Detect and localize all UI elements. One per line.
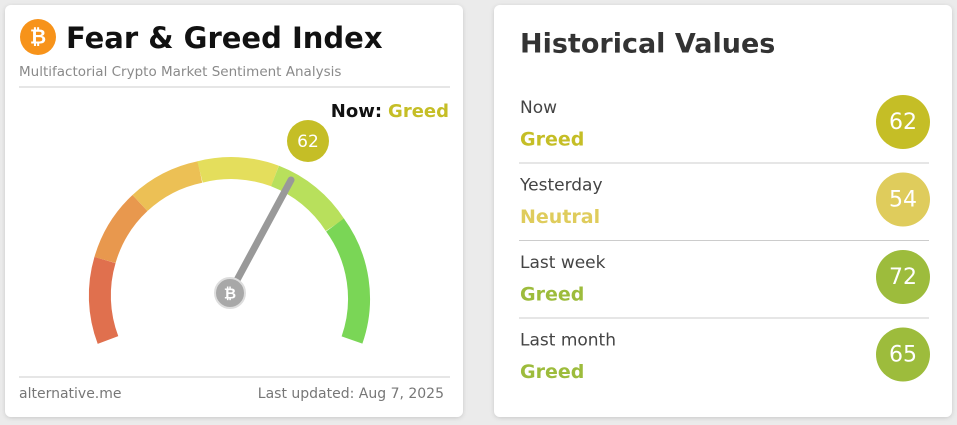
value: 72 <box>889 265 917 290</box>
history-title: Historical Values <box>520 29 775 60</box>
subtitle: Multifactorial Crypto Market Sentiment A… <box>19 64 341 80</box>
classification: Greed <box>520 129 584 151</box>
value-badge <box>287 120 329 162</box>
title: Fear & Greed Index <box>66 21 383 55</box>
value-text: 62 <box>297 132 319 152</box>
gauge-arc <box>88 157 370 344</box>
value: 62 <box>889 110 917 135</box>
history-card <box>494 5 952 417</box>
value-circle <box>876 95 930 149</box>
classification: Greed <box>520 284 584 306</box>
needle-hub <box>214 277 246 309</box>
needle <box>226 176 295 297</box>
value: 65 <box>889 343 917 368</box>
now-class: Greed <box>388 101 449 122</box>
footer-source: alternative.me <box>19 386 122 402</box>
bitcoin-symbol: ₿ <box>30 25 46 49</box>
value: 54 <box>889 188 917 213</box>
footer-updated: Last updated: Aug 7, 2025 <box>258 386 444 402</box>
period: Now <box>520 98 557 118</box>
hub-symbol: ₿ <box>224 285 236 303</box>
now-label: Now: <box>331 101 382 122</box>
classification: Neutral <box>520 206 600 228</box>
value-circle <box>876 172 930 227</box>
period: Last week <box>520 253 606 273</box>
bitcoin-icon <box>20 19 56 55</box>
period: Yesterday <box>519 176 603 196</box>
value-circle <box>876 250 930 304</box>
value-circle <box>876 327 930 382</box>
classification: Greed <box>520 361 584 383</box>
period: Last month <box>520 331 616 351</box>
